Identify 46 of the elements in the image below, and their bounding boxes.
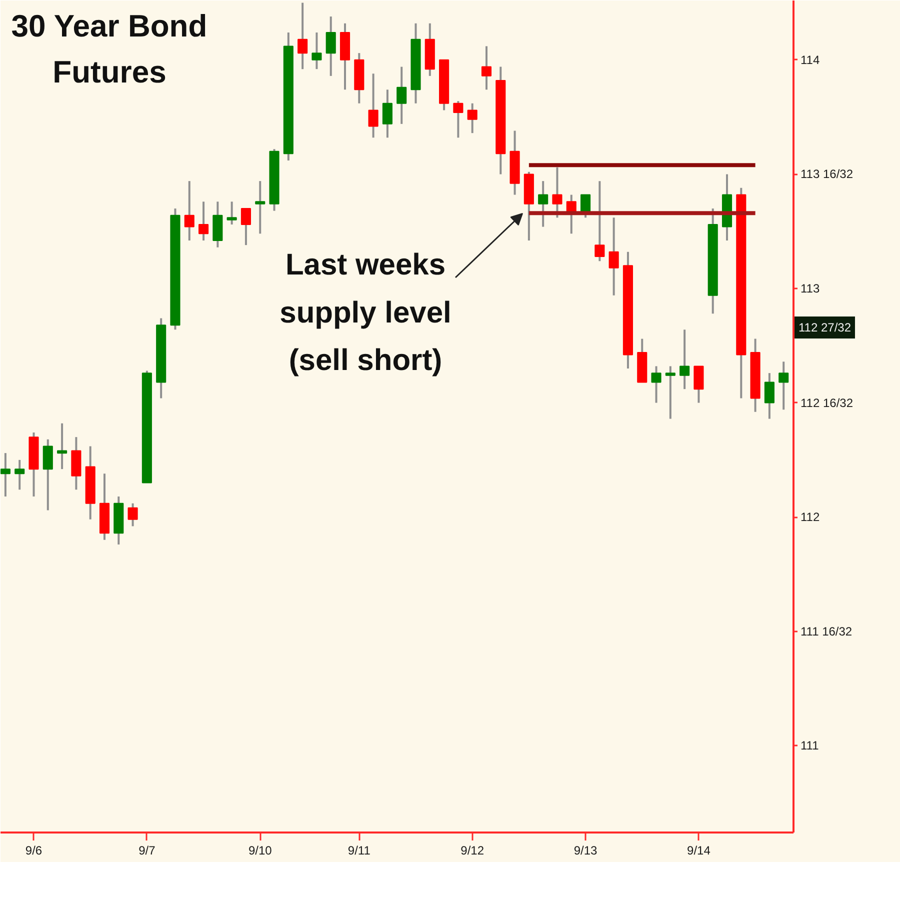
y-tick-label: 113 16/32 [800,167,854,182]
candlestick [481,45,492,91]
x-tick-label: 9/7 [138,844,156,858]
candlestick [255,180,266,235]
candlestick [552,166,562,219]
x-tick-label: 9/6 [25,844,42,858]
text: 112 27/32 [798,320,852,334]
candlestick [0,452,10,498]
candlestick [368,72,378,139]
y-tick-label: 112 16/32 [800,396,854,410]
candlestick [326,16,336,77]
candlestick [608,216,619,296]
candlestick [651,365,662,404]
x-tick-label: 9/13 [574,844,598,858]
text: 30 Year Bond Futures [11,8,208,90]
candlestick [453,100,464,139]
y-tick-label: 113 [800,282,820,296]
candlestick [694,365,704,404]
candlestick [594,180,605,262]
y-tick-label: 112 [800,510,820,524]
candlestick [778,360,789,411]
y-tick-label: 111 [800,738,820,753]
candlestick [665,365,676,420]
candlestick [240,208,251,246]
x-tick-label: 9/10 [248,844,272,858]
x-tick-label: 9/12 [460,844,484,858]
y-tick-label: 114 [800,52,820,67]
candlestick [57,422,68,470]
candlestick [382,88,392,139]
candlestick [467,102,478,134]
candlestick [184,180,194,242]
candlestick [396,66,407,125]
candlestick [538,180,548,228]
annotation: Last weeks supply level (sell short) [280,248,452,378]
candlestick [312,32,322,70]
candlestick [226,200,237,226]
x-tick-label: 9/11 [348,844,371,858]
y-tick-label: 111 16/32 [800,624,852,638]
candlestick [198,200,209,242]
candlestick [764,372,774,420]
candlestick [42,438,53,512]
candlestick [298,2,308,70]
x-tick-label: 9/14 [687,844,711,858]
candlestick [680,328,690,390]
candlestick [128,502,138,528]
candlestick [14,458,25,491]
